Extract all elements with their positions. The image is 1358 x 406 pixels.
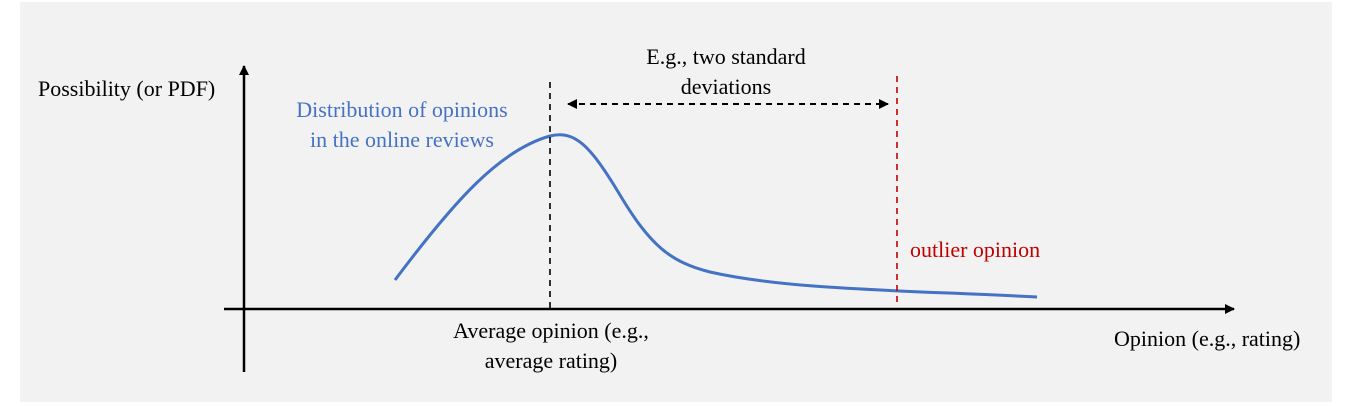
spread-label-line1: E.g., two standard [646,44,805,69]
distribution-label-line1: Distribution of opinions [296,97,507,122]
average-label-line1: Average opinion (e.g., [453,318,649,343]
distribution-curve [393,133,1038,299]
background-panel [20,2,1332,402]
y-axis-label: Possibility (or PDF) [38,76,215,101]
distribution-label-line2: in the online reviews [310,127,494,152]
spread-label-line2: deviations [681,74,771,99]
outlier-label: outlier opinion [910,237,1040,262]
x-axis-label: Opinion (e.g., rating) [1114,326,1300,351]
average-label-line2: average rating) [485,348,618,373]
